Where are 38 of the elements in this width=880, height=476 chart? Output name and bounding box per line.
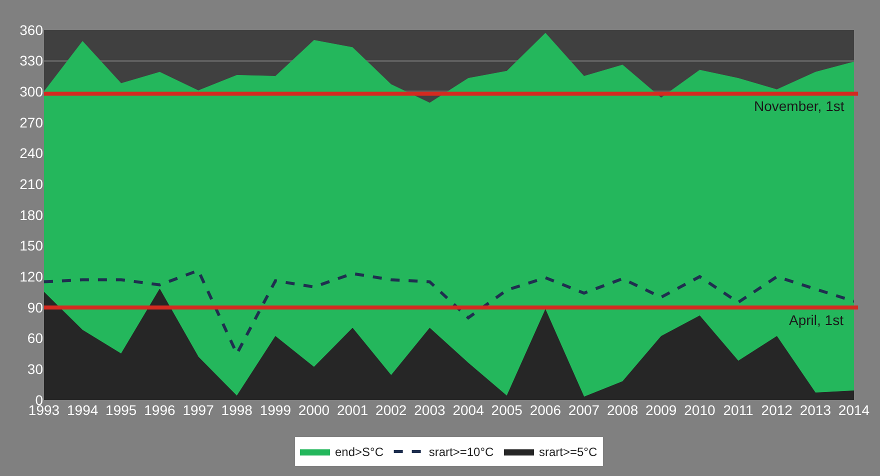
x-tick-label: 2000 [298,402,330,418]
y-tick-label: 120 [20,268,44,285]
y-tick-label: 180 [20,206,44,223]
y-tick-label: 30 [27,361,44,378]
x-tick-label: 2003 [414,402,446,418]
x-tick-label: 1995 [106,402,137,418]
x-tick-label: 2009 [646,402,677,418]
legend-label: srart>=10°C [428,445,494,460]
y-tick-label: 300 [20,84,44,100]
y-tick-label: 60 [27,330,44,346]
x-tick-label: 1997 [182,402,214,418]
x-tick-label: 2007 [568,402,600,418]
x-tick-label: 2005 [491,402,523,418]
x-tick-label: 2010 [684,402,716,418]
y-tick-label: 210 [20,176,44,192]
y-tick-label: 270 [20,114,44,130]
x-tick-label: 2004 [452,402,484,418]
x-tick-label: 2002 [376,402,407,418]
y-tick-label: 330 [20,52,44,69]
legend-label: end>S°C [335,445,384,460]
x-tick-label: 2006 [530,402,562,418]
legend-label: srart>=5°C [538,445,598,460]
x-tick-label: 2012 [761,402,793,418]
x-tick-label: 2014 [838,402,870,418]
x-tick-label: 2001 [336,402,368,418]
y-tick-label: 360 [20,22,44,38]
ref-line-label: November, 1st [754,98,844,114]
x-tick-label: 2011 [723,402,754,418]
x-tick-label: 1999 [260,402,292,418]
y-tick-label: 240 [20,145,44,162]
y-tick-label: 150 [20,238,44,254]
x-tick-label: 1994 [66,402,98,418]
y-tick-label: 90 [27,299,44,316]
x-tick-label: 2013 [800,402,832,418]
x-tick-label: 1998 [221,402,253,418]
x-tick-label: 2008 [606,402,638,418]
ref-line-label: April, 1st [789,312,844,328]
x-tick-label: 1996 [144,402,176,418]
